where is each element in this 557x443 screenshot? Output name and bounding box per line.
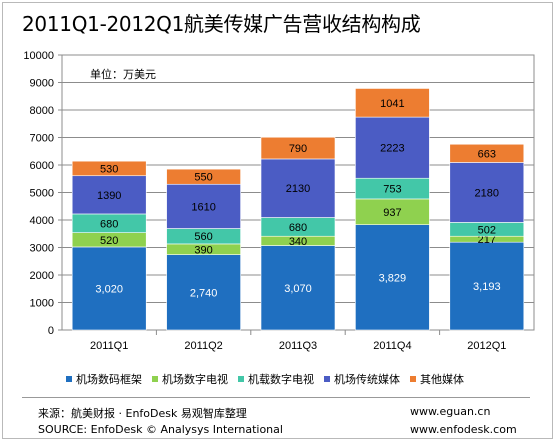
bar-segment <box>71 160 147 177</box>
legend-item-0: 机场数码框架 <box>66 371 142 387</box>
legend-swatch <box>238 376 244 382</box>
data-label: 217 <box>478 234 496 246</box>
data-label: 753 <box>383 184 401 196</box>
y-tick-label: 10000 <box>23 50 54 62</box>
bar-segment <box>166 168 241 185</box>
data-label: 1041 <box>380 98 404 110</box>
data-label: 663 <box>478 148 496 160</box>
legend-item-2: 机载数字电视 <box>238 371 314 387</box>
data-label: 1610 <box>191 201 215 213</box>
data-label: 3,193 <box>473 281 501 293</box>
data-label: 2,740 <box>190 287 218 299</box>
legend: 机场数码框架 机场数字电视 机载数字电视 机场传统媒体 其他媒体 <box>66 371 474 387</box>
bar-segment <box>166 183 241 229</box>
data-label: 790 <box>289 143 307 155</box>
legend-label: 机场数码框架 <box>76 373 142 386</box>
chart-title: 2011Q1-2012Q1航美传媒广告营收结构构成 <box>22 12 421 36</box>
bar-segment <box>260 136 336 160</box>
bar-segment <box>355 198 430 226</box>
data-label: 390 <box>194 244 212 256</box>
data-label: 2223 <box>380 143 404 155</box>
bar-segment <box>449 241 525 331</box>
data-label: 550 <box>194 172 212 184</box>
data-label: 520 <box>100 235 118 247</box>
data-label: 680 <box>100 218 118 230</box>
bar-segment <box>260 245 336 331</box>
x-tick-label: 2011Q2 <box>184 340 222 352</box>
unit-label: 单位：万美元 <box>90 67 156 81</box>
legend-label: 其他媒体 <box>420 373 464 386</box>
url-eguan: www.eguan.cn <box>410 405 491 418</box>
data-label: 937 <box>383 207 401 219</box>
source-cn: 来源：航美财报 · EnfoDesk 易观智库整理 <box>38 407 247 420</box>
legend-item-1: 机场数字电视 <box>152 371 228 387</box>
data-label: 502 <box>478 224 496 236</box>
bar-segment <box>449 162 525 223</box>
data-label: 340 <box>289 236 307 248</box>
data-label: 3,829 <box>379 272 407 284</box>
bar-segment <box>71 175 147 215</box>
y-tick-label: 1000 <box>30 298 54 310</box>
y-tick-label: 5000 <box>30 188 54 200</box>
y-tick-label: 7000 <box>30 133 54 145</box>
data-label: 3,020 <box>95 283 123 295</box>
bar-segment <box>260 158 336 218</box>
x-axis-ticks: 2011Q1 2011Q2 2011Q3 2011Q4 2012Q1 <box>90 330 506 352</box>
data-label: 560 <box>194 231 212 243</box>
y-tick-label: 0 <box>48 325 54 337</box>
data-label: 1390 <box>97 190 121 202</box>
data-label: 680 <box>289 222 307 234</box>
legend-label: 机场传统媒体 <box>334 373 400 386</box>
bar-segment <box>355 116 430 179</box>
url-enfodesk: www.enfodesk.com <box>410 423 517 436</box>
y-tick-label: 4000 <box>30 215 54 227</box>
y-tick-label: 6000 <box>30 160 54 172</box>
footer-divider <box>22 397 530 398</box>
y-tick-label: 2000 <box>30 270 54 282</box>
legend-swatch <box>410 376 416 382</box>
legend-swatch <box>66 376 72 382</box>
x-tick-label: 2011Q1 <box>90 340 128 352</box>
bar-segment <box>166 254 241 331</box>
bar-segment <box>449 143 525 163</box>
data-label: 2180 <box>475 187 499 199</box>
legend-swatch <box>152 376 158 382</box>
x-tick-label: 2011Q4 <box>373 340 411 352</box>
y-tick-label: 3000 <box>30 243 54 255</box>
y-axis-ticks: 0 1000 2000 3000 4000 5000 6000 7000 8000 9000 100… <box>23 50 54 337</box>
bar-segment <box>355 88 430 118</box>
bar-segment <box>71 246 147 331</box>
data-label: 530 <box>100 163 118 175</box>
data-label: 2130 <box>286 183 310 195</box>
data-label: 3,070 <box>284 283 312 295</box>
y-tick-label: 8000 <box>30 105 54 117</box>
source-en: SOURCE: EnfoDesk © Analysys Internationa… <box>38 423 283 436</box>
x-tick-label: 2011Q3 <box>279 340 317 352</box>
legend-label: 机场数字电视 <box>162 373 228 386</box>
x-tick-label: 2012Q1 <box>467 340 506 352</box>
legend-item-4: 其他媒体 <box>410 371 464 387</box>
legend-item-3: 机场传统媒体 <box>324 371 400 387</box>
bar-segment <box>355 224 430 331</box>
legend-swatch <box>324 376 330 382</box>
y-tick-label: 9000 <box>30 78 54 90</box>
legend-label: 机载数字电视 <box>248 373 314 386</box>
